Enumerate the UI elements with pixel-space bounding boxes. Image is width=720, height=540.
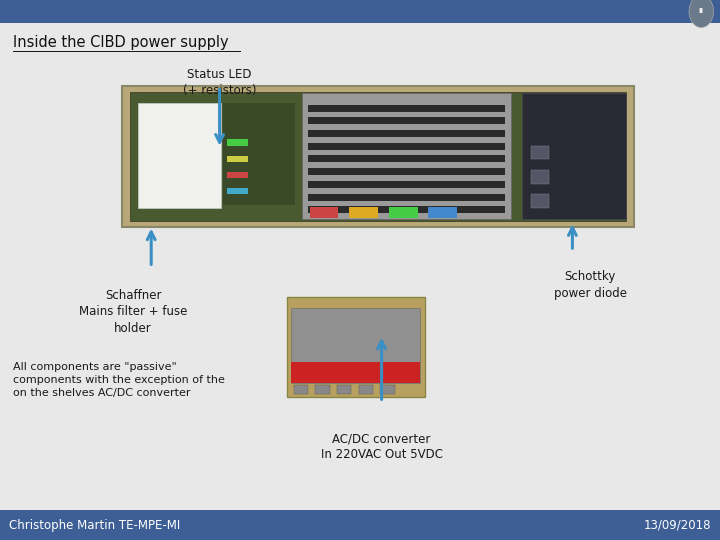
Bar (302, 93, 511, 219)
Text: 13/09/2018: 13/09/2018 (644, 518, 711, 532)
Bar (308, 206, 505, 213)
Bar (138, 103, 221, 208)
Bar (227, 156, 248, 162)
Bar (308, 130, 505, 137)
Bar (389, 207, 418, 218)
Bar (287, 297, 425, 397)
Bar (522, 93, 626, 219)
Bar (223, 103, 295, 205)
Bar (428, 207, 457, 218)
Bar (308, 168, 505, 175)
Bar (359, 385, 373, 394)
Bar (227, 188, 248, 194)
Bar (308, 181, 505, 188)
Bar (310, 207, 338, 218)
Bar (0, 0, 720, 23)
Bar (349, 207, 378, 218)
Bar (0, 510, 720, 540)
Text: Status LED
(+ resistors): Status LED (+ resistors) (183, 68, 256, 97)
Bar (308, 156, 505, 163)
Text: All components are "passive"
components with the exception of the
on the shelves: All components are "passive" components … (13, 362, 225, 398)
Bar (380, 385, 395, 394)
Bar (308, 117, 505, 124)
Text: II: II (699, 8, 703, 15)
Bar (227, 172, 248, 178)
Bar (531, 146, 549, 159)
Bar (337, 385, 351, 394)
Text: Christophe Martin TE-MPE-MI: Christophe Martin TE-MPE-MI (9, 518, 180, 532)
Text: AC/DC converter
In 220VAC Out 5VDC: AC/DC converter In 220VAC Out 5VDC (320, 432, 443, 462)
Bar (308, 105, 505, 112)
Bar (130, 92, 626, 221)
Bar (308, 193, 505, 200)
Text: Schaffner
Mains filter + fuse
holder: Schaffner Mains filter + fuse holder (79, 289, 187, 335)
Bar (315, 385, 330, 394)
Bar (291, 308, 420, 383)
Bar (531, 194, 549, 208)
Bar (531, 170, 549, 184)
Bar (291, 362, 420, 383)
Ellipse shape (689, 0, 714, 28)
Text: Schottky
power diode: Schottky power diode (554, 270, 627, 300)
Bar (308, 143, 505, 150)
Text: Inside the CIBD power supply: Inside the CIBD power supply (13, 35, 228, 50)
Bar (227, 139, 248, 146)
Bar (122, 86, 634, 227)
Bar (294, 385, 308, 394)
